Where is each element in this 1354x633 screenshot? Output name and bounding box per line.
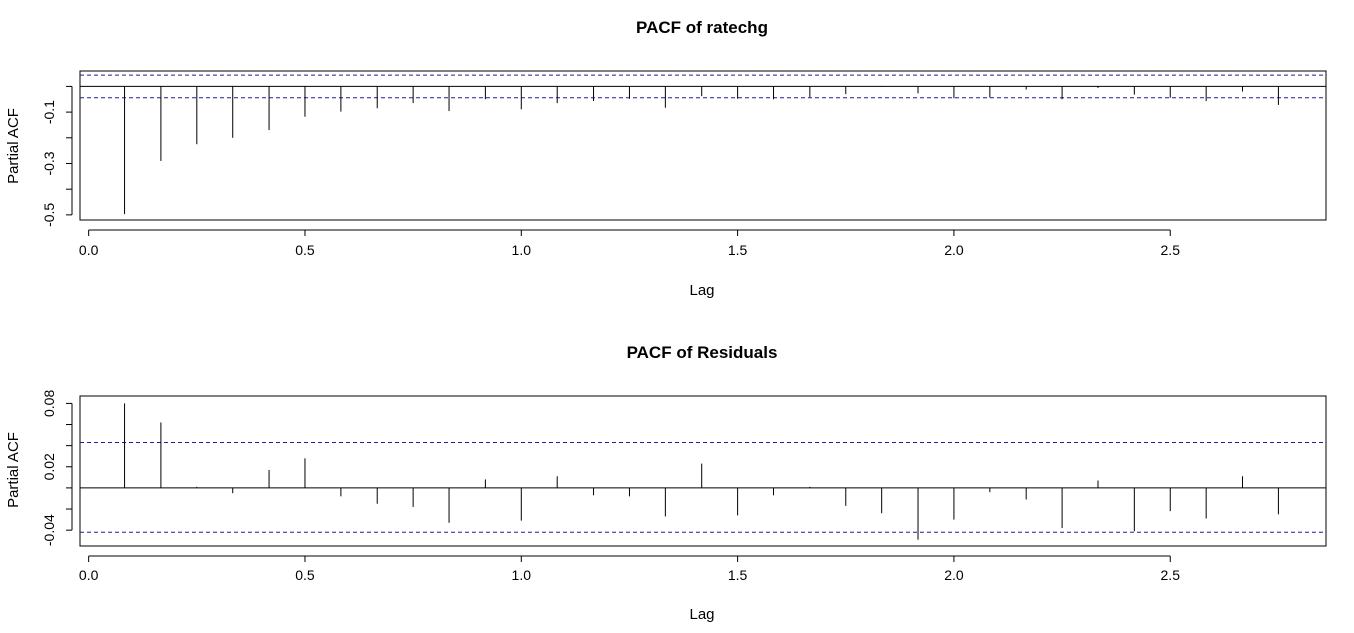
x-tick-label: 1.5 bbox=[728, 242, 748, 258]
plot-frame bbox=[79, 70, 1327, 221]
x-tick-label: 1.0 bbox=[512, 567, 532, 583]
x-axis-label: Lag bbox=[689, 606, 714, 623]
x-tick-label: 0.0 bbox=[79, 567, 99, 583]
x-tick-label: 1.5 bbox=[728, 567, 748, 583]
y-tick-label: -0.1 bbox=[41, 100, 57, 124]
x-tick-label: 0.5 bbox=[295, 567, 315, 583]
x-tick-label: 2.5 bbox=[1161, 567, 1181, 583]
y-tick-label: -0.04 bbox=[41, 514, 57, 546]
chart-title: PACF of Residuals bbox=[627, 343, 778, 362]
y-tick-label: 0.08 bbox=[41, 390, 57, 417]
x-tick-label: 0.0 bbox=[79, 242, 99, 258]
plot-frame bbox=[79, 395, 1327, 547]
x-tick-label: 2.0 bbox=[944, 567, 964, 583]
y-axis-label: Partial ACF bbox=[5, 108, 22, 184]
y-tick-label: 0.02 bbox=[41, 453, 57, 480]
y-axis-label: Partial ACF bbox=[5, 432, 22, 508]
x-tick-label: 2.0 bbox=[944, 242, 964, 258]
chart-title: PACF of ratechg bbox=[636, 18, 768, 37]
x-tick-label: 1.0 bbox=[512, 242, 532, 258]
y-tick-label: -0.5 bbox=[41, 203, 57, 227]
x-tick-label: 2.5 bbox=[1161, 242, 1181, 258]
x-axis-label: Lag bbox=[689, 282, 714, 299]
y-tick-label: -0.3 bbox=[41, 151, 57, 175]
pacf-ratechg-panel: PACF of ratechg Lag Partial ACF 0.0 0.5 1.… bbox=[5, 18, 1327, 299]
x-tick-label: 0.5 bbox=[295, 242, 315, 258]
pacf-residuals-panel: PACF of Residuals Lag Partial ACF 0.0 0.5… bbox=[5, 343, 1327, 623]
